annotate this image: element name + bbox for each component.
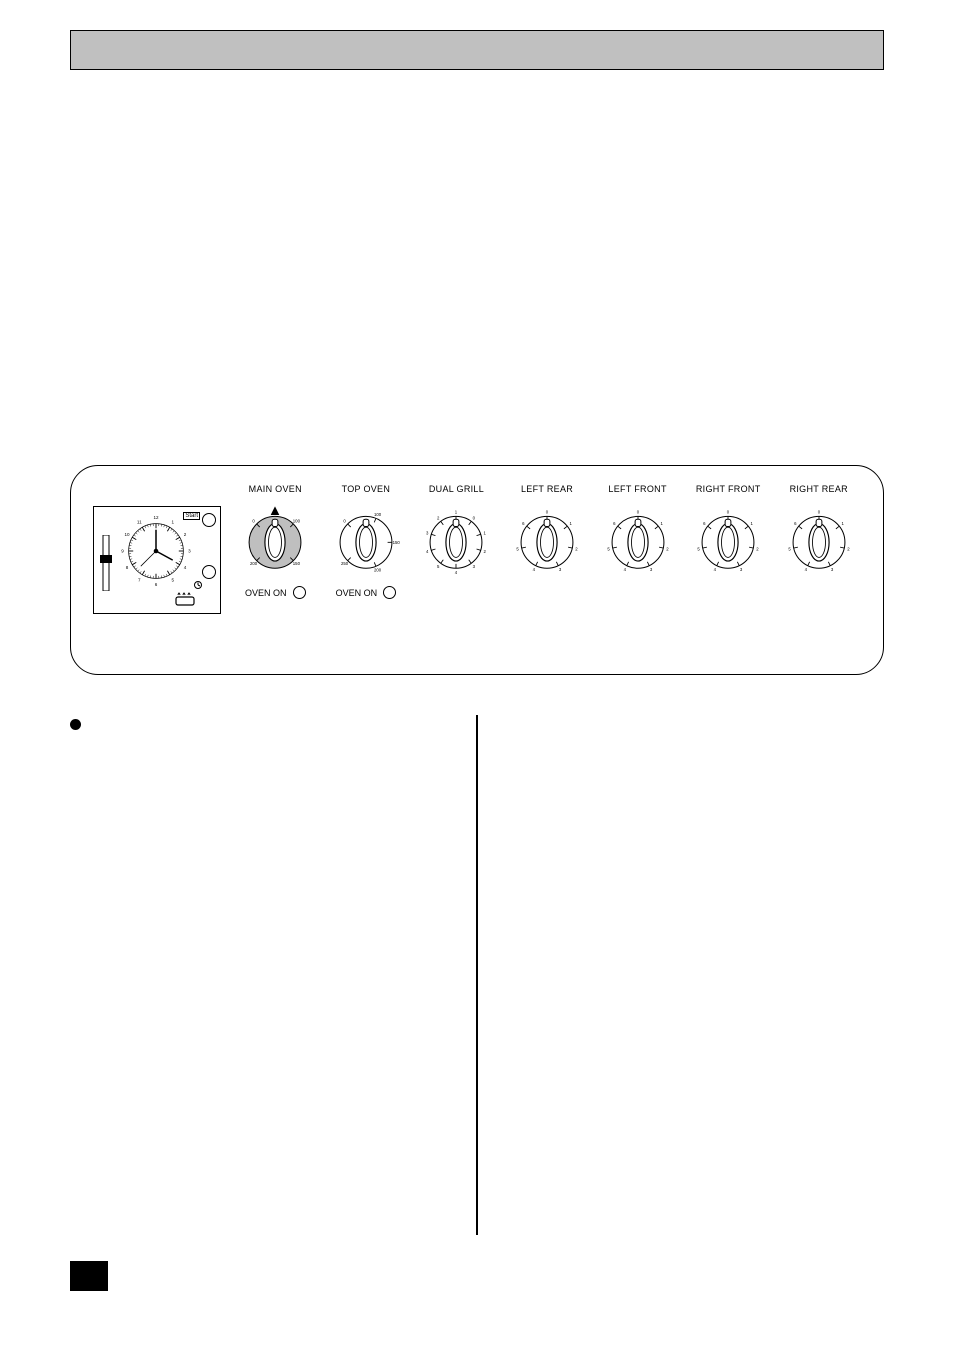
svg-text:1: 1: [484, 530, 487, 535]
knob-right-front: RIGHT FRONT 0 1 2 3 4 5 6: [686, 484, 771, 599]
svg-text:4: 4: [455, 570, 458, 574]
svg-text:1: 1: [455, 510, 458, 515]
svg-text:0: 0: [473, 515, 476, 520]
document-page: Start 121234567891011: [0, 0, 954, 1351]
svg-text:6: 6: [522, 521, 525, 526]
svg-text:11: 11: [137, 520, 142, 525]
svg-text:4: 4: [804, 567, 807, 572]
svg-text:200: 200: [374, 568, 382, 573]
timer-slider-icon: [98, 535, 114, 591]
svg-text:4: 4: [184, 565, 187, 570]
oven-on-label: OVEN ON: [336, 588, 378, 598]
svg-text:3: 3: [650, 567, 653, 572]
timer-module: Start 121234567891011: [93, 506, 221, 614]
svg-text:10: 10: [125, 532, 131, 537]
svg-text:100: 100: [374, 512, 382, 517]
knob-dial[interactable]: 0 1 2 3 4 5 6: [511, 502, 583, 574]
knob-dial[interactable]: 0 100 150 200 250: [330, 502, 402, 574]
svg-text:2: 2: [484, 549, 487, 554]
control-panel-outline: Start 121234567891011: [70, 465, 884, 675]
svg-text:5: 5: [788, 546, 791, 551]
svg-text:9: 9: [121, 549, 124, 554]
two-column-region: [70, 715, 884, 1235]
knob-label: RIGHT REAR: [790, 484, 848, 496]
knob-label: LEFT FRONT: [608, 484, 666, 496]
svg-text:0: 0: [636, 510, 639, 515]
svg-text:3: 3: [473, 564, 476, 569]
oven-on-label: OVEN ON: [245, 588, 287, 598]
svg-text:2: 2: [756, 546, 759, 551]
svg-text:6: 6: [155, 582, 158, 587]
svg-text:4: 4: [533, 567, 536, 572]
svg-text:5: 5: [516, 546, 519, 551]
svg-text:1: 1: [660, 521, 663, 526]
knob-dial[interactable]: 0 100 150 200: [239, 502, 311, 574]
svg-text:2: 2: [847, 546, 850, 551]
knob-dial[interactable]: 1 0 1 2 3 4 5 4 3 2: [420, 502, 492, 574]
svg-text:0: 0: [818, 510, 821, 515]
knob-label: LEFT REAR: [521, 484, 573, 496]
timer-mode-icons: [174, 581, 202, 609]
svg-text:0: 0: [727, 510, 730, 515]
knob-label: MAIN OVEN: [249, 484, 302, 496]
svg-text:3: 3: [188, 549, 191, 554]
svg-text:1: 1: [841, 521, 844, 526]
oven-on-light: [383, 586, 396, 599]
svg-text:3: 3: [426, 530, 429, 535]
section-header-bar: [70, 30, 884, 70]
svg-text:4: 4: [426, 549, 429, 554]
svg-text:3: 3: [740, 567, 743, 572]
svg-text:8: 8: [126, 565, 129, 570]
svg-text:5: 5: [697, 546, 700, 551]
knob-left-rear: LEFT REAR 0 1 2 3 4 5 6: [505, 484, 590, 599]
svg-text:150: 150: [293, 561, 301, 566]
svg-text:7: 7: [138, 577, 141, 582]
knob-dial[interactable]: 0 1 2 3 4 5 6: [783, 502, 855, 574]
svg-text:5: 5: [437, 564, 440, 569]
svg-text:0: 0: [546, 510, 549, 515]
svg-text:250: 250: [341, 561, 349, 566]
right-column: [478, 715, 884, 1235]
knob-dial[interactable]: 0 1 2 3 4 5 6: [602, 502, 674, 574]
svg-text:2: 2: [184, 532, 187, 537]
svg-text:0: 0: [253, 518, 256, 523]
oven-on-indicator: OVEN ON: [336, 586, 397, 599]
svg-text:4: 4: [714, 567, 717, 572]
knob-label: TOP OVEN: [342, 484, 391, 496]
oven-on-light: [293, 586, 306, 599]
svg-text:200: 200: [250, 561, 258, 566]
list-bullet: [70, 719, 81, 730]
svg-text:5: 5: [607, 546, 610, 551]
knob-dual-grill: DUAL GRILL 1 0 1 2 3 4 5 4 3 2: [414, 484, 499, 599]
oven-on-indicator: OVEN ON: [245, 586, 306, 599]
knob-main-oven: MAIN OVEN 0 100 150 200 OVEN ON: [233, 484, 318, 599]
svg-text:3: 3: [559, 567, 562, 572]
svg-text:6: 6: [613, 521, 616, 526]
svg-text:2: 2: [666, 546, 669, 551]
svg-text:100: 100: [293, 518, 301, 523]
knob-label: DUAL GRILL: [429, 484, 484, 496]
knob-dial[interactable]: 0 1 2 3 4 5 6: [692, 502, 764, 574]
svg-text:1: 1: [171, 520, 174, 525]
svg-text:3: 3: [831, 567, 834, 572]
svg-text:6: 6: [703, 521, 706, 526]
svg-text:1: 1: [751, 521, 754, 526]
timer-dial: 121234567891011: [118, 513, 194, 589]
knob-top-oven: TOP OVEN 0 100 150 200 250 OVEN ON: [324, 484, 409, 599]
timer-top-button[interactable]: [202, 513, 216, 527]
svg-text:1: 1: [569, 521, 572, 526]
svg-text:0: 0: [343, 518, 346, 523]
svg-text:150: 150: [392, 540, 400, 545]
svg-text:6: 6: [794, 521, 797, 526]
page-number-box: [70, 1261, 108, 1291]
timer-bottom-button[interactable]: [202, 565, 216, 579]
knob-left-front: LEFT FRONT 0 1 2 3 4 5 6: [595, 484, 680, 599]
svg-text:2: 2: [437, 515, 440, 520]
knob-label: RIGHT FRONT: [696, 484, 761, 496]
svg-text:4: 4: [623, 567, 626, 572]
left-column: [70, 715, 476, 1235]
svg-text:12: 12: [153, 515, 159, 520]
svg-text:2: 2: [575, 546, 578, 551]
knob-right-rear: RIGHT REAR 0 1 2 3 4 5 6: [776, 484, 861, 599]
